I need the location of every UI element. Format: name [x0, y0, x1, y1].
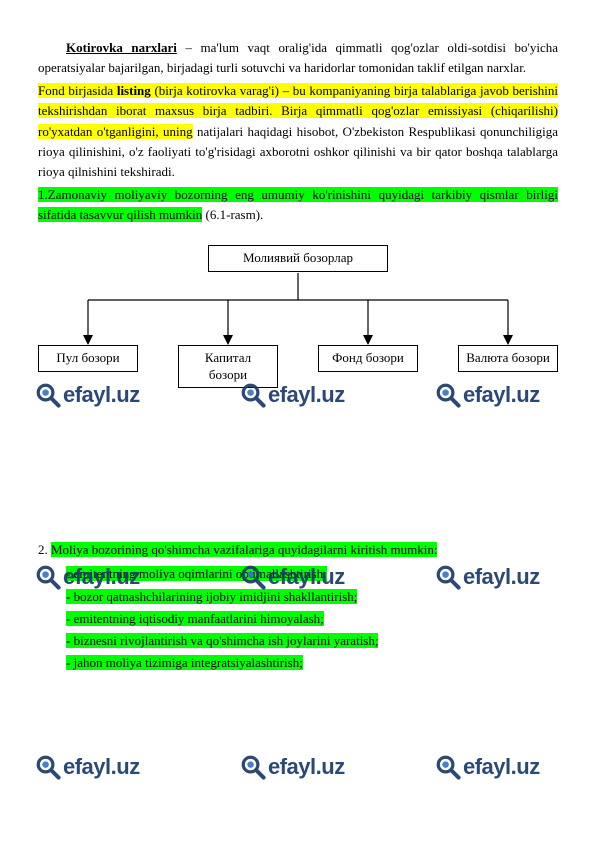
diagram-leaf-1: Пул бозори — [38, 345, 138, 371]
overview-ref: (6.1-rasm). — [202, 207, 263, 222]
markets-diagram: Молиявий бозорлар Пул бозори Капитал боз… — [38, 245, 558, 395]
diagram-leaf-1-label: Пул бозори — [56, 350, 119, 365]
listing-bold: listing — [117, 83, 151, 98]
search-icon — [435, 754, 461, 780]
functions-item-1: - emitentning moliya oqimlarini optimall… — [38, 563, 558, 585]
functions-item-2: - bozor qatnashchilarining ijobiy imidji… — [38, 586, 558, 608]
listing-hl-1: Fond birjasida — [38, 83, 117, 98]
functions-item-1-text: - emitentning moliya oqimlarini optimall… — [66, 566, 327, 581]
functions-item-4-text: - biznesni rivojlantirish va qo'shimcha … — [66, 633, 378, 648]
diagram-leaf-3-label: Фонд бозори — [332, 350, 404, 365]
watermark: efayl.uz — [240, 750, 345, 784]
functions-block: 2. Moliya bozorining qo'shimcha vazifala… — [38, 540, 558, 674]
kotirovka-title: Kotirovka narxlari — [66, 40, 177, 55]
search-icon — [240, 754, 266, 780]
functions-item-2-text: - bozor qatnashchilarining ijobiy imidji… — [66, 589, 357, 604]
spacer — [38, 405, 558, 540]
diagram-leaf-4-label: Валюта бозори — [466, 350, 550, 365]
overview-body: Zamonaviy moliyaviy bozorning eng umumiy… — [38, 187, 558, 222]
para-listing: Fond birjasida listing (birja kotirovka … — [38, 81, 558, 182]
functions-item-3: - emitentning iqtisodiy manfaatlarini hi… — [38, 608, 558, 630]
functions-lead: 2. — [38, 542, 51, 557]
diagram-connectors — [38, 245, 558, 395]
watermark: efayl.uz — [435, 750, 540, 784]
search-icon — [35, 754, 61, 780]
functions-item-4: - biznesni rivojlantirish va qo'shimcha … — [38, 630, 558, 652]
functions-item-3-text: - emitentning iqtisodiy manfaatlarini hi… — [66, 611, 324, 626]
functions-item-5-text: - jahon moliya tizimiga integratsiyalash… — [66, 655, 303, 670]
functions-head: Moliya bozorining qo'shimcha vazifalarig… — [51, 542, 437, 557]
watermark: efayl.uz — [35, 750, 140, 784]
diagram-leaf-4: Валюта бозори — [458, 345, 558, 371]
functions-head-line: 2. Moliya bozorining qo'shimcha vazifala… — [38, 540, 558, 560]
para-kotirovka: Kotirovka narxlari – ma'lum vaqt oralig'… — [38, 38, 558, 78]
overview-lead: 1. — [38, 187, 48, 202]
watermark-text: efayl.uz — [268, 750, 345, 784]
para-overview: 1.Zamonaviy moliyaviy bozorning eng umum… — [38, 185, 558, 225]
diagram-leaf-3: Фонд бозори — [318, 345, 418, 371]
functions-item-5: - jahon moliya tizimiga integratsiyalash… — [38, 652, 558, 674]
diagram-leaf-2: Капитал бозори — [178, 345, 278, 388]
watermark-text: efayl.uz — [463, 750, 540, 784]
diagram-leaf-2-label: Капитал бозори — [205, 350, 251, 381]
watermark-text: efayl.uz — [63, 750, 140, 784]
